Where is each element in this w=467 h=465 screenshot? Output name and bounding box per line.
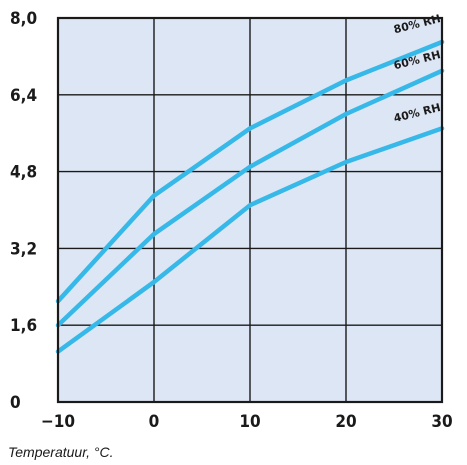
y-tick-label: 6,4 [10,86,37,106]
y-tick-label: 0 [10,393,21,413]
x-tick-label: 10 [239,412,260,432]
plot-frame [56,16,444,404]
y-tick-label: 1,6 [10,316,37,336]
series-line [55,126,445,354]
series-lines [55,39,445,354]
x-axis-ticks: −10 0 10 20 30 [41,412,453,432]
y-tick-label: 8,0 [10,9,37,29]
x-tick-label: 0 [149,412,160,432]
y-tick-label: 4,8 [10,163,37,183]
x-tick-label: 30 [431,412,452,432]
x-tick-label: 20 [335,412,356,432]
x-axis-label: Temperatuur, °C. [8,444,113,460]
series-line [55,39,445,304]
y-tick-label: 3,2 [10,239,37,259]
series-line [55,68,445,328]
x-tick-label: −10 [41,412,75,432]
y-axis-ticks: 0 1,6 3,2 4,8 6,4 8,0 [10,9,37,413]
